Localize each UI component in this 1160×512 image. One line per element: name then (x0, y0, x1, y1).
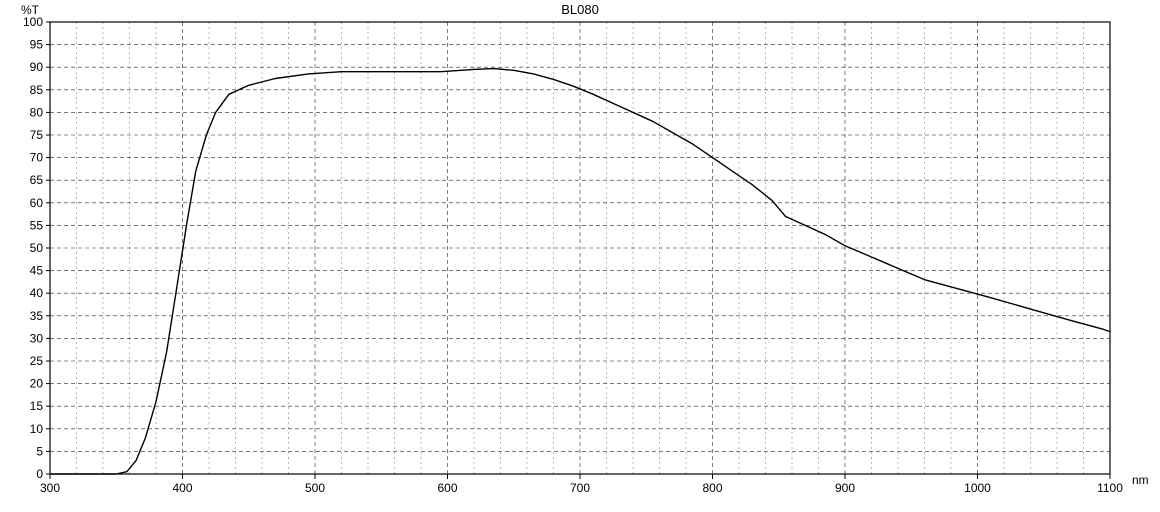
svg-text:20: 20 (30, 377, 44, 391)
svg-text:1100: 1100 (1097, 481, 1123, 495)
svg-text:800: 800 (702, 481, 722, 495)
svg-text:0: 0 (36, 467, 43, 481)
svg-text:30: 30 (30, 331, 44, 345)
svg-text:25: 25 (30, 354, 44, 368)
svg-text:900: 900 (835, 481, 855, 495)
svg-text:85: 85 (30, 83, 44, 97)
svg-text:90: 90 (30, 60, 44, 74)
svg-text:75: 75 (30, 128, 44, 142)
x-axis-unit: nm (1132, 473, 1149, 487)
chart-title: BL080 (561, 2, 599, 17)
svg-text:70: 70 (30, 151, 44, 165)
chart-svg: 300 400 500 600 700 800 900 1000 1100 0 5 10 15 20 25 3… (0, 0, 1160, 512)
svg-text:80: 80 (30, 105, 44, 119)
svg-text:40: 40 (30, 286, 44, 300)
y-axis-unit: %T (21, 3, 40, 17)
svg-text:1000: 1000 (964, 481, 991, 495)
svg-text:60: 60 (30, 196, 44, 210)
svg-text:10: 10 (30, 422, 44, 436)
svg-text:300: 300 (40, 481, 60, 495)
svg-text:5: 5 (36, 444, 43, 458)
svg-text:50: 50 (30, 241, 44, 255)
svg-text:35: 35 (30, 309, 44, 323)
svg-text:55: 55 (30, 218, 44, 232)
svg-text:65: 65 (30, 173, 44, 187)
svg-text:15: 15 (30, 399, 44, 413)
transmittance-chart: 300 400 500 600 700 800 900 1000 1100 0 5 10 15 20 25 3… (0, 0, 1160, 512)
svg-text:95: 95 (30, 38, 44, 52)
svg-text:100: 100 (23, 15, 43, 29)
svg-text:500: 500 (305, 481, 325, 495)
svg-text:45: 45 (30, 264, 44, 278)
svg-text:600: 600 (437, 481, 457, 495)
svg-text:700: 700 (570, 481, 590, 495)
svg-text:400: 400 (172, 481, 192, 495)
